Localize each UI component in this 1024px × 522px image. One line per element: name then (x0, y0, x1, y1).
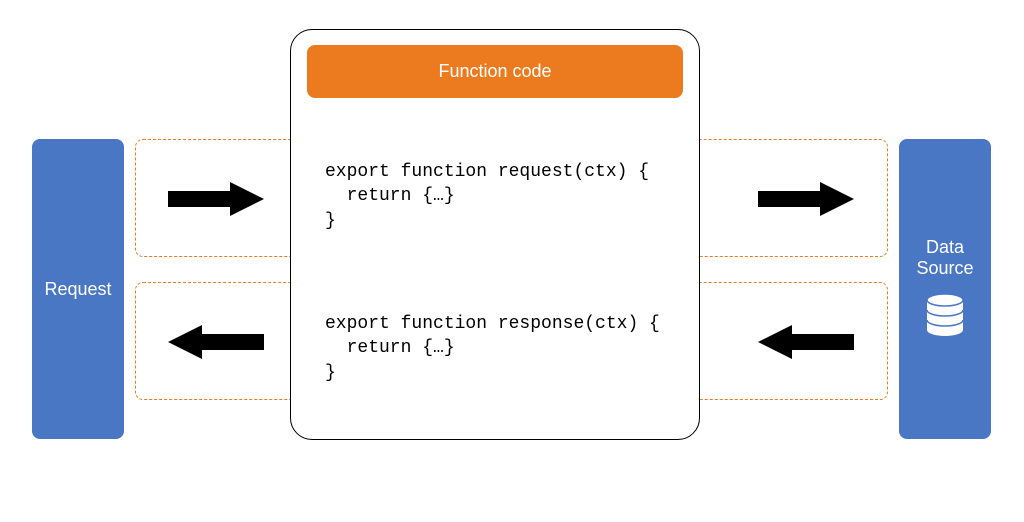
data-source-label-1: Data (926, 237, 964, 258)
data-source-box: Data Source (899, 139, 991, 439)
response-code: export function response(ctx) { return {… (325, 312, 660, 385)
arrow-request-out (758, 182, 854, 221)
function-code-header-label: Function code (438, 61, 551, 82)
function-code-header: Function code (307, 45, 683, 98)
data-source-label-2: Source (916, 258, 973, 279)
request-box-label: Request (44, 279, 111, 300)
arrow-response-in (758, 325, 854, 364)
arrow-response-out (168, 325, 264, 364)
request-code: export function request(ctx) { return {…… (325, 160, 649, 233)
request-box: Request (32, 139, 124, 439)
arrow-request-in (168, 182, 264, 221)
database-icon (925, 293, 965, 342)
